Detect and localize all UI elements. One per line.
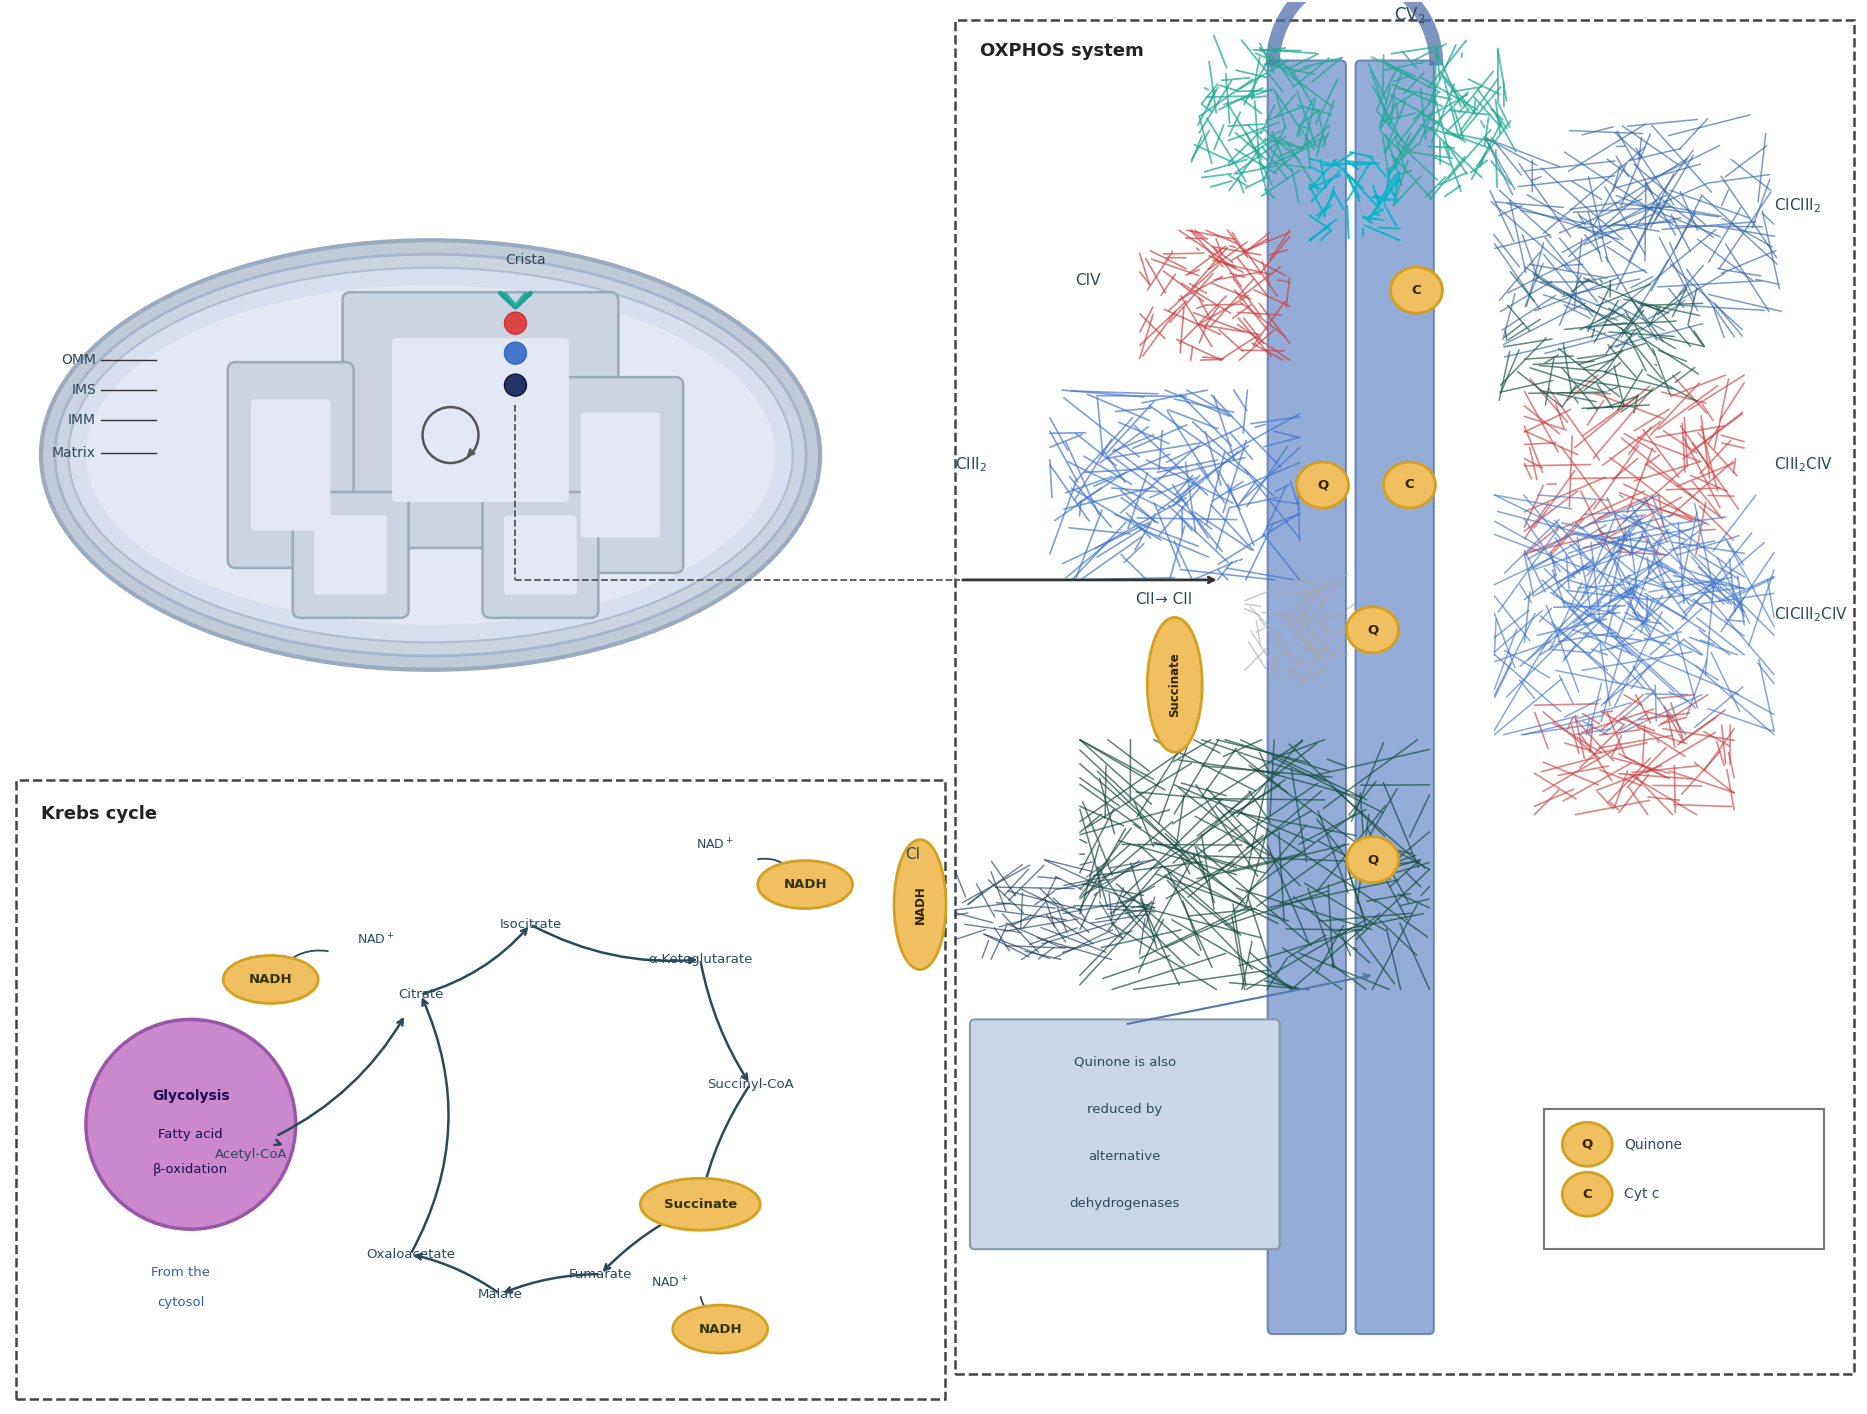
- Text: cytosol: cytosol: [157, 1295, 205, 1308]
- Circle shape: [86, 1019, 295, 1229]
- FancyBboxPatch shape: [1355, 61, 1434, 1333]
- Text: NADH: NADH: [698, 1322, 741, 1336]
- FancyBboxPatch shape: [504, 515, 577, 595]
- Ellipse shape: [504, 375, 526, 396]
- Ellipse shape: [640, 1178, 760, 1230]
- Text: Succinate: Succinate: [663, 1198, 737, 1210]
- Text: CICIII$_2$: CICIII$_2$: [1774, 197, 1820, 215]
- Ellipse shape: [1346, 837, 1398, 882]
- Text: NADH: NADH: [248, 973, 293, 986]
- Ellipse shape: [1296, 462, 1348, 508]
- Ellipse shape: [1383, 462, 1436, 508]
- Text: Citrate: Citrate: [398, 988, 442, 1001]
- Text: CV$_2$: CV$_2$: [1395, 6, 1425, 25]
- Text: C: C: [1411, 284, 1421, 297]
- Ellipse shape: [672, 1305, 767, 1353]
- Text: OMM: OMM: [62, 354, 95, 368]
- Text: NAD$^+$: NAD$^+$: [696, 837, 734, 853]
- FancyBboxPatch shape: [392, 338, 569, 502]
- Text: reduced by: reduced by: [1087, 1103, 1163, 1116]
- Text: CIII$_2$CIV: CIII$_2$CIV: [1774, 455, 1833, 474]
- Text: Q: Q: [1581, 1138, 1593, 1151]
- FancyBboxPatch shape: [250, 399, 330, 530]
- Text: Matrix: Matrix: [52, 445, 95, 460]
- FancyBboxPatch shape: [344, 293, 618, 549]
- Text: Q: Q: [1367, 624, 1378, 636]
- Text: β-oxidation: β-oxidation: [153, 1162, 228, 1176]
- Text: NAD$^+$: NAD$^+$: [652, 1275, 689, 1290]
- FancyBboxPatch shape: [314, 515, 386, 595]
- Text: Fatty acid: Fatty acid: [159, 1128, 224, 1141]
- Text: NAD$^+$: NAD$^+$: [357, 932, 394, 947]
- Text: Cyt c: Cyt c: [1624, 1188, 1660, 1202]
- Text: alternative: alternative: [1088, 1150, 1161, 1162]
- Text: Malate: Malate: [478, 1288, 523, 1301]
- Text: CIII$_2$: CIII$_2$: [956, 455, 988, 474]
- Ellipse shape: [758, 861, 853, 909]
- Ellipse shape: [504, 342, 526, 365]
- Text: Acetyl-CoA: Acetyl-CoA: [215, 1148, 288, 1161]
- Ellipse shape: [1563, 1172, 1613, 1216]
- Text: Oxaloacetate: Oxaloacetate: [366, 1247, 456, 1261]
- Ellipse shape: [1146, 618, 1202, 752]
- FancyBboxPatch shape: [956, 20, 1854, 1374]
- Text: Quinone: Quinone: [1624, 1137, 1682, 1151]
- FancyBboxPatch shape: [17, 779, 945, 1398]
- Ellipse shape: [1563, 1123, 1613, 1167]
- Text: CIV: CIV: [1075, 273, 1100, 287]
- Text: C: C: [1583, 1188, 1593, 1200]
- Text: Q: Q: [1367, 853, 1378, 867]
- FancyBboxPatch shape: [482, 492, 597, 618]
- Text: CII: CII: [1135, 592, 1154, 608]
- Ellipse shape: [1346, 607, 1398, 653]
- Ellipse shape: [1391, 267, 1443, 312]
- Text: Crista: Crista: [506, 253, 545, 267]
- Text: IMM: IMM: [67, 413, 95, 427]
- Ellipse shape: [54, 255, 807, 656]
- Text: CI: CI: [905, 847, 920, 863]
- Text: NADH: NADH: [913, 885, 926, 923]
- Text: dehydrogenases: dehydrogenases: [1070, 1196, 1180, 1210]
- FancyBboxPatch shape: [558, 378, 683, 573]
- Ellipse shape: [224, 956, 317, 1004]
- Text: Isocitrate: Isocitrate: [498, 918, 562, 930]
- FancyBboxPatch shape: [1544, 1110, 1824, 1249]
- Ellipse shape: [69, 267, 793, 642]
- Text: OXPHOS system: OXPHOS system: [980, 42, 1144, 61]
- Text: IMS: IMS: [71, 383, 95, 397]
- Text: Q: Q: [1316, 478, 1327, 492]
- Text: Glycolysis: Glycolysis: [151, 1089, 230, 1103]
- Ellipse shape: [504, 312, 526, 334]
- FancyBboxPatch shape: [581, 413, 661, 537]
- Text: NADH: NADH: [784, 878, 827, 891]
- Text: Krebs cycle: Krebs cycle: [41, 805, 157, 823]
- Ellipse shape: [894, 840, 947, 970]
- Text: α-Ketoglutarate: α-Ketoglutarate: [648, 953, 752, 966]
- Text: CICIII$_2$CIV: CICIII$_2$CIV: [1774, 605, 1848, 624]
- Text: → CII: → CII: [1156, 592, 1191, 608]
- Text: Quinone is also: Quinone is also: [1074, 1056, 1176, 1069]
- FancyBboxPatch shape: [971, 1019, 1279, 1249]
- Text: Succinate: Succinate: [1169, 652, 1182, 717]
- Ellipse shape: [41, 240, 820, 670]
- FancyBboxPatch shape: [228, 362, 353, 568]
- FancyBboxPatch shape: [293, 492, 409, 618]
- Text: C: C: [1404, 478, 1415, 492]
- Text: Fumarate: Fumarate: [569, 1267, 633, 1281]
- Ellipse shape: [86, 286, 775, 625]
- FancyBboxPatch shape: [1268, 61, 1346, 1333]
- Text: Succinyl-CoA: Succinyl-CoA: [708, 1077, 793, 1090]
- Text: From the: From the: [151, 1266, 211, 1278]
